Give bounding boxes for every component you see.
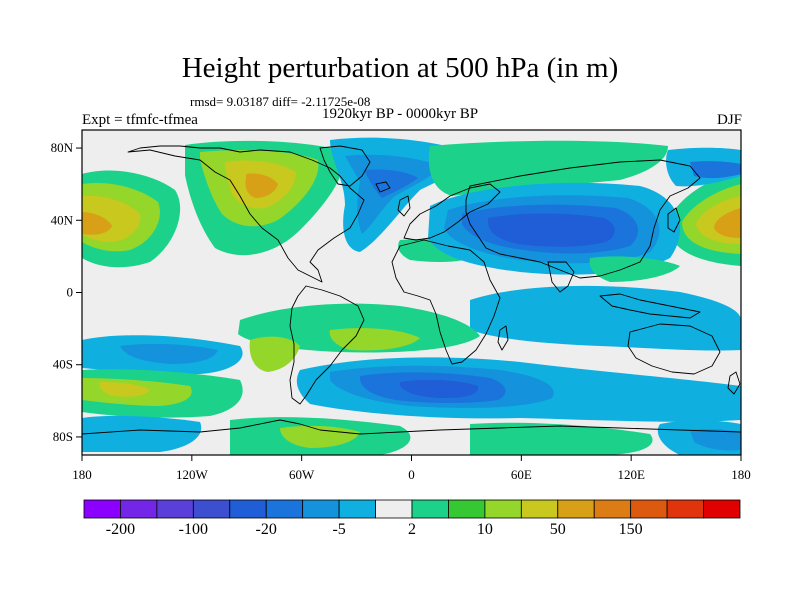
colorbar-swatch [703, 499, 741, 519]
colorbar: -200 -100 -20 -5 2 10 50 150 [83, 499, 741, 538]
coastline-north-america [127, 145, 365, 283]
lon-tick-label: 0 [408, 467, 415, 482]
contour-region [589, 256, 680, 282]
coastline-uk [397, 195, 411, 217]
coastline-asia [465, 159, 701, 279]
latitude-axis: 80N 40N 0 40S 80S [51, 140, 82, 444]
colorbar-swatch [484, 499, 522, 519]
contour-region [714, 208, 741, 238]
contour-region [245, 173, 278, 198]
coastline-iceland [375, 181, 391, 193]
colorbar-swatch [229, 499, 267, 519]
colorbar-label: 50 [550, 521, 566, 538]
lon-tick-label: 120W [176, 467, 209, 482]
contour-region [365, 169, 418, 198]
lon-tick-label: 120E [617, 467, 645, 482]
coastline-india [547, 261, 575, 293]
colorbar-swatch [630, 499, 668, 519]
coastline-europe [403, 183, 501, 241]
lon-tick-label: 180 [731, 467, 751, 482]
contour-region [82, 415, 202, 452]
period-label: 1920kyr BP - 0000kyr BP [322, 106, 479, 122]
contour-region [690, 161, 741, 179]
colorbar-swatch [120, 499, 158, 519]
coastline-greenland [319, 145, 371, 187]
lon-tick-label: 180 [72, 467, 92, 482]
colorbar-swatch [83, 499, 121, 519]
colorbar-swatch [557, 499, 595, 519]
contour-region [690, 429, 741, 451]
colorbar-swatch [593, 499, 632, 519]
colorbar-swatch [375, 499, 413, 519]
lat-tick-label: 0 [67, 285, 74, 300]
colorbar-swatch [666, 499, 704, 519]
contour-region [470, 422, 653, 455]
contour-region [82, 212, 112, 235]
coastlines [82, 145, 741, 435]
colorbar-swatch [156, 499, 194, 519]
experiment-label: Expt = tfmfc-tfmea [82, 112, 198, 128]
colorbar-label: -5 [332, 521, 345, 538]
coastline-new-zealand [727, 371, 741, 395]
colorbar-label: -100 [179, 521, 208, 538]
stats-label: rmsd= 9.03187 diff= -2.11725e-08 [190, 94, 371, 109]
coastline-africa [391, 239, 501, 365]
map-title: Height perturbation at 500 hPa (in m) [181, 52, 619, 84]
colorbar-label: 2 [408, 521, 416, 538]
colorbar-swatch [265, 499, 304, 519]
coastline-australia [627, 323, 721, 375]
contour-region [249, 336, 300, 372]
colorbar-swatch [338, 499, 376, 519]
colorbar-label: 150 [619, 521, 643, 538]
colorbar-swatch [302, 499, 340, 519]
contour-region [488, 213, 615, 247]
colorbar-label: -200 [106, 521, 135, 538]
longitude-axis: 180 120W 60W 0 60E 120E 180 [72, 455, 751, 482]
coastline-indonesia [599, 293, 701, 319]
lat-tick-label: 40N [51, 212, 74, 227]
coastline-south-america [289, 285, 365, 405]
season-label: DJF [716, 112, 742, 128]
contour-region [99, 382, 150, 397]
lon-tick-label: 60E [511, 467, 532, 482]
contour-region [400, 379, 479, 398]
lon-tick-label: 60W [289, 467, 315, 482]
contour-region [280, 425, 360, 448]
contour-region [329, 328, 420, 351]
lat-tick-label: 80S [53, 429, 73, 444]
coastline-madagascar [497, 325, 509, 351]
colorbar-label: 10 [477, 521, 493, 538]
contour-field [82, 137, 741, 455]
lat-tick-label: 40S [53, 357, 73, 372]
coastline-antarctica [82, 419, 741, 435]
colorbar-swatch [411, 499, 449, 519]
lat-tick-label: 80N [51, 140, 74, 155]
colorbar-swatch [448, 499, 486, 519]
colorbar-label: -20 [256, 521, 277, 538]
contour-region [120, 343, 218, 364]
colorbar-swatch [520, 499, 559, 519]
colorbar-swatch [192, 499, 231, 519]
coastline-japan [667, 207, 681, 233]
contour-region [470, 285, 741, 351]
